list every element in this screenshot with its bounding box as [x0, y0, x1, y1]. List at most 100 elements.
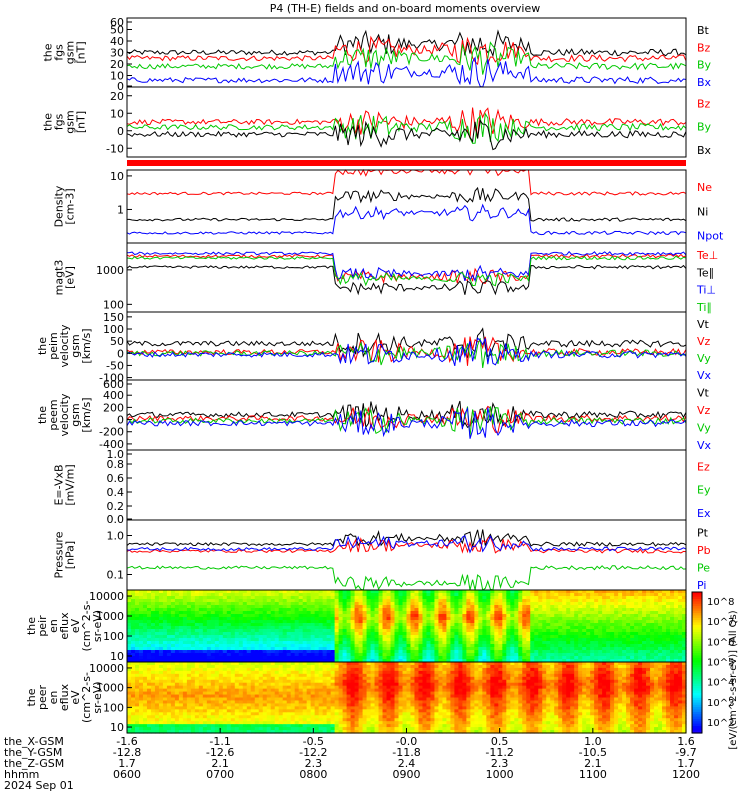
heatmap-cell	[127, 620, 132, 624]
heatmap-cell	[438, 605, 444, 609]
heatmap-cell	[634, 617, 639, 621]
heatmap-cell	[322, 650, 328, 654]
heatmap-cell	[414, 593, 420, 597]
heatmap-cell	[226, 688, 232, 693]
heatmap-cell	[326, 653, 332, 657]
heatmap-cell	[194, 614, 200, 618]
heatmap-cell	[194, 673, 200, 678]
heatmap-cell	[254, 656, 260, 660]
heatmap-cell	[494, 602, 499, 606]
heatmap-cell	[410, 659, 416, 663]
heatmap-cell	[670, 596, 675, 600]
heatmap-cell	[654, 632, 659, 636]
heatmap-cell	[514, 650, 519, 654]
heatmap-cell	[130, 638, 136, 642]
heatmap-cell	[222, 688, 228, 693]
heatmap-cell	[354, 700, 360, 705]
heatmap-cell	[346, 676, 352, 681]
heatmap-cell	[210, 611, 216, 615]
heatmap-cell	[390, 611, 396, 615]
heatmap-cell	[414, 638, 420, 642]
heatmap-cell	[242, 727, 248, 731]
heatmap-cell	[230, 638, 236, 642]
heatmap-cell	[338, 632, 344, 636]
heatmap-cell	[330, 709, 336, 713]
heatmap-cell	[622, 599, 627, 603]
heatmap-cell	[226, 685, 232, 690]
heatmap-cell	[474, 644, 479, 648]
heatmap-cell	[294, 667, 300, 672]
heatmap-cell	[450, 605, 456, 609]
heatmap-cell	[210, 635, 216, 639]
heatmap-cell	[174, 641, 180, 645]
heatmap-cell	[166, 635, 172, 639]
heatmap-cell	[678, 659, 683, 663]
heatmap-cell	[466, 638, 471, 642]
heatmap-cell	[574, 623, 579, 627]
heatmap-cell	[210, 691, 216, 696]
heatmap-cell	[474, 605, 479, 609]
heatmap-cell	[290, 706, 296, 710]
heatmap-cell	[594, 632, 599, 636]
heatmap-cell	[534, 605, 539, 609]
heatmap-cell	[638, 626, 643, 630]
heatmap-cell	[238, 617, 244, 621]
heatmap-cell	[374, 596, 380, 600]
heatmap-cell	[174, 593, 180, 597]
heatmap-cell	[298, 608, 304, 612]
heatmap-cell	[546, 635, 551, 639]
heatmap-cell	[386, 620, 392, 624]
heatmap-cell	[494, 620, 499, 624]
heatmap-cell	[138, 605, 144, 609]
heatmap-cell	[166, 608, 172, 612]
heatmap-cell	[670, 623, 675, 627]
heatmap-cell	[362, 653, 368, 657]
heatmap-cell	[630, 638, 635, 642]
heatmap-cell	[342, 644, 348, 648]
heatmap-cell	[538, 614, 543, 618]
heatmap-cell	[594, 626, 599, 630]
heatmap-cell	[230, 620, 236, 624]
heatmap-cell	[514, 647, 519, 651]
heatmap-cell	[586, 590, 591, 594]
heatmap-cell	[194, 590, 200, 594]
heatmap-cell	[346, 685, 352, 690]
heatmap-cell	[198, 709, 204, 713]
heatmap-cell	[474, 626, 479, 630]
heatmap-cell	[298, 694, 304, 699]
heatmap-cell	[526, 641, 531, 645]
legend-Bt: Bt	[697, 24, 710, 37]
heatmap-cell	[594, 629, 599, 633]
heatmap-cell	[558, 602, 563, 606]
heatmap-cell	[146, 656, 152, 660]
heatmap-cell	[334, 673, 340, 678]
heatmap-cell	[366, 641, 372, 645]
heatmap-cell	[630, 629, 635, 633]
heatmap-cell	[138, 679, 144, 684]
heatmap-cell	[246, 688, 252, 693]
heatmap-cell	[210, 602, 216, 606]
heatmap-cell	[326, 679, 332, 684]
heatmap-cell	[214, 593, 220, 597]
heatmap-cell	[442, 593, 448, 597]
heatmap-cell	[282, 602, 288, 606]
heatmap-cell	[242, 688, 248, 693]
heatmap-cell	[474, 623, 479, 627]
heatmap-cell	[674, 620, 679, 624]
heatmap-cell	[506, 638, 511, 642]
heatmap-cell	[342, 727, 348, 731]
heatmap-cell	[262, 626, 268, 630]
heatmap-cell	[322, 626, 328, 630]
heatmap-cell	[578, 653, 583, 657]
heatmap-cell	[594, 653, 599, 657]
heatmap-cell	[182, 727, 188, 731]
heatmap-cell	[458, 599, 463, 603]
heatmap-cell	[162, 650, 168, 654]
heatmap-cell	[302, 697, 308, 702]
y-axis-label: gsm	[64, 41, 77, 64]
heatmap-cell	[370, 635, 376, 639]
heatmap-cell	[334, 599, 340, 603]
heatmap-cell	[266, 635, 272, 639]
heatmap-cell	[558, 596, 563, 600]
heatmap-cell	[526, 602, 531, 606]
